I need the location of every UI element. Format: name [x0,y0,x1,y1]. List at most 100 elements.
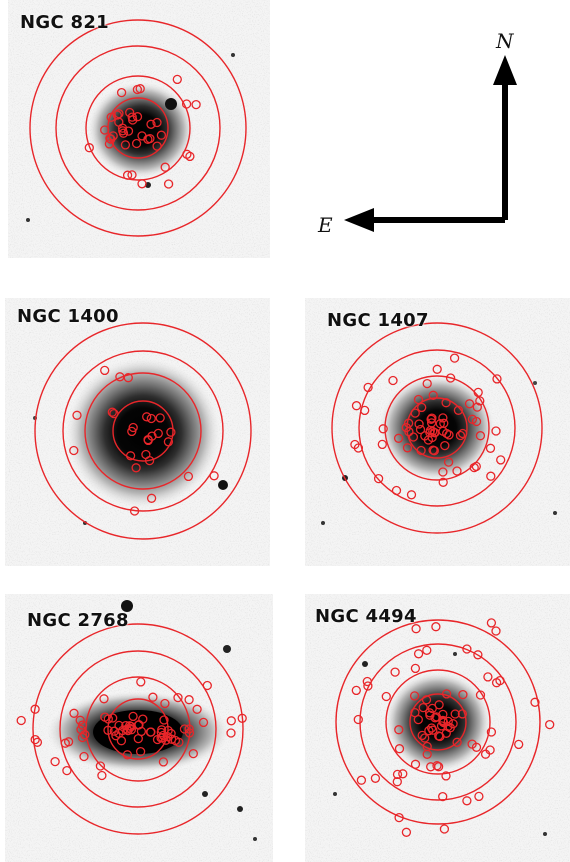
gc-marker [99,694,109,704]
gc-marker [410,663,421,674]
gc-marker [486,727,497,737]
gc-marker [152,117,162,128]
gc-marker [198,717,209,728]
gc-marker [116,87,127,98]
gc-marker [426,414,436,424]
gc-marker [157,732,168,743]
gc-marker [184,728,195,738]
gc-marker [439,418,449,428]
gc-marker [118,126,128,136]
gc-marker [356,775,367,785]
gc-marker [146,413,156,424]
gc-marker [125,451,136,461]
gc-marker [392,777,402,787]
gc-marker [438,477,448,487]
gc-marker [428,445,438,455]
gc-marker [442,428,452,439]
gc-marker [125,107,135,118]
gc-marker [452,466,462,476]
gc-marker [432,761,442,771]
gc-marker [457,709,468,719]
gc-marker [166,427,176,437]
gc-marker [173,692,183,703]
gc-marker [491,426,501,436]
gc-marker [414,419,424,429]
gc-marker [202,680,212,691]
gc-marker [432,364,442,374]
gc-marker [80,729,90,740]
gc-marker [163,437,174,447]
gc-marker [112,110,122,120]
gc-marker [462,796,472,806]
gc-marker [185,151,195,162]
gc-marker [373,473,384,484]
gc-marker [401,827,412,837]
gc-marker [469,462,479,473]
gc-marker [464,399,475,409]
gc-marker [16,715,26,726]
gc-marker [485,443,496,453]
gc-marker [403,418,414,428]
gc-marker [422,645,432,655]
compass-arrows [344,55,517,232]
ngc821-panel: NGC 821 [8,0,270,258]
gc-marker [183,471,194,482]
gc-marker [422,741,432,752]
gc-marker [100,365,110,376]
gc-marker [443,716,453,727]
gc-marker [188,748,198,759]
gc-marker [486,618,497,628]
gc-marker [514,739,524,750]
gc-marker [143,134,153,144]
gc-marker [104,139,115,149]
gc-marker [420,733,430,743]
gc-marker [443,457,454,467]
east-label: E [318,213,333,237]
ngc4494-panel: NGC 4494 [305,594,570,862]
gc-marker [107,407,117,417]
gc-marker [421,695,432,705]
gc-marker [378,424,388,434]
gc-marker [475,690,486,700]
gc-marker [163,725,173,736]
gc-marker [410,707,420,718]
ngc1407-label: NGC 1407 [327,310,429,331]
gc-marker [388,375,398,386]
ngc1407-image [305,298,570,566]
gc-marker [120,140,131,150]
gc-marker [122,170,133,180]
gc-marker [360,405,370,416]
ngc2768-ellipses [32,623,244,835]
gc-marker [428,725,438,735]
gc-marker [363,681,373,691]
ngc1400-label: NGC 1400 [17,306,119,327]
gc-marker [128,711,138,722]
gc-marker [77,732,88,743]
ngc2768-gc-markers [16,677,247,781]
gc-marker [152,734,163,745]
gc-marker [467,414,478,424]
gc-marker [391,485,402,496]
gc-marker [417,402,427,413]
gc-marker [134,720,144,730]
gc-marker [114,108,124,119]
gc-marker [473,650,483,660]
gc-marker [485,745,495,755]
gc-marker [408,432,419,442]
gc-marker [363,382,373,393]
gc-marker [545,719,555,730]
gc-marker [103,725,113,735]
ngc4494-ellipses [335,619,541,825]
gc-marker [146,119,156,129]
ngc4494-gc-markers [351,618,555,837]
gc-marker [122,750,133,760]
ngc821-ellipses [29,19,247,237]
gc-marker [438,413,448,423]
gc-marker [32,737,43,747]
gc-marker [108,131,118,141]
ngc2768-panel: NGC 2768 [5,594,273,862]
gc-marker [132,84,143,95]
gc-marker [127,112,137,122]
gc-marker [409,691,420,701]
gc-marker [445,723,455,733]
